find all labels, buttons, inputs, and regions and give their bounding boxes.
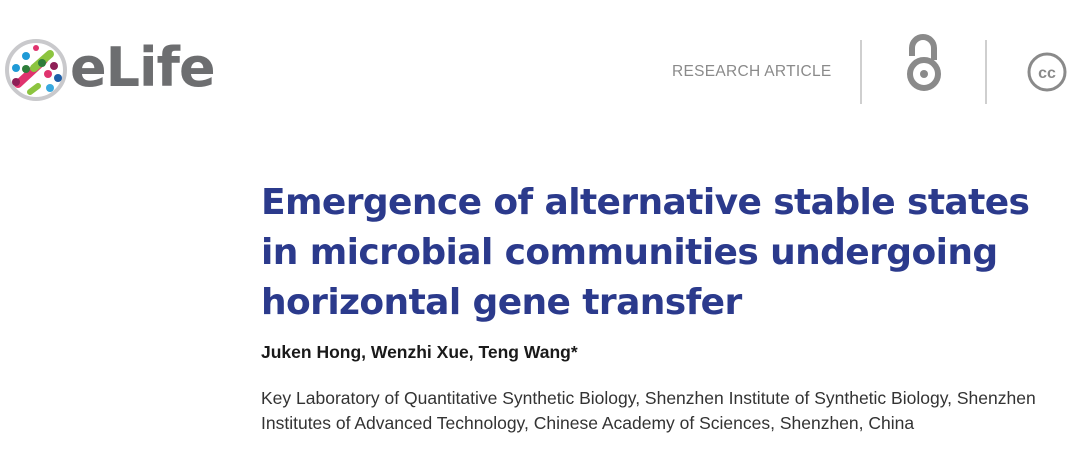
elife-logo-mark-icon [4, 38, 68, 102]
header-divider [985, 40, 987, 104]
article-title: Emergence of alternative stable states i… [261, 182, 1030, 323]
cc-label: cc [1038, 65, 1056, 82]
creative-commons-icon: cc [1026, 51, 1068, 93]
article-affiliation: Key Laboratory of Quantitative Synthetic… [261, 388, 1036, 433]
open-access-icon [902, 34, 946, 92]
article-type-label: RESEARCH ARTICLE [672, 63, 832, 80]
header-divider [860, 40, 862, 104]
elife-logo-text: eLife [70, 36, 216, 99]
article-authors: Juken Hong, Wenzhi Xue, Teng Wang* [261, 342, 578, 362]
